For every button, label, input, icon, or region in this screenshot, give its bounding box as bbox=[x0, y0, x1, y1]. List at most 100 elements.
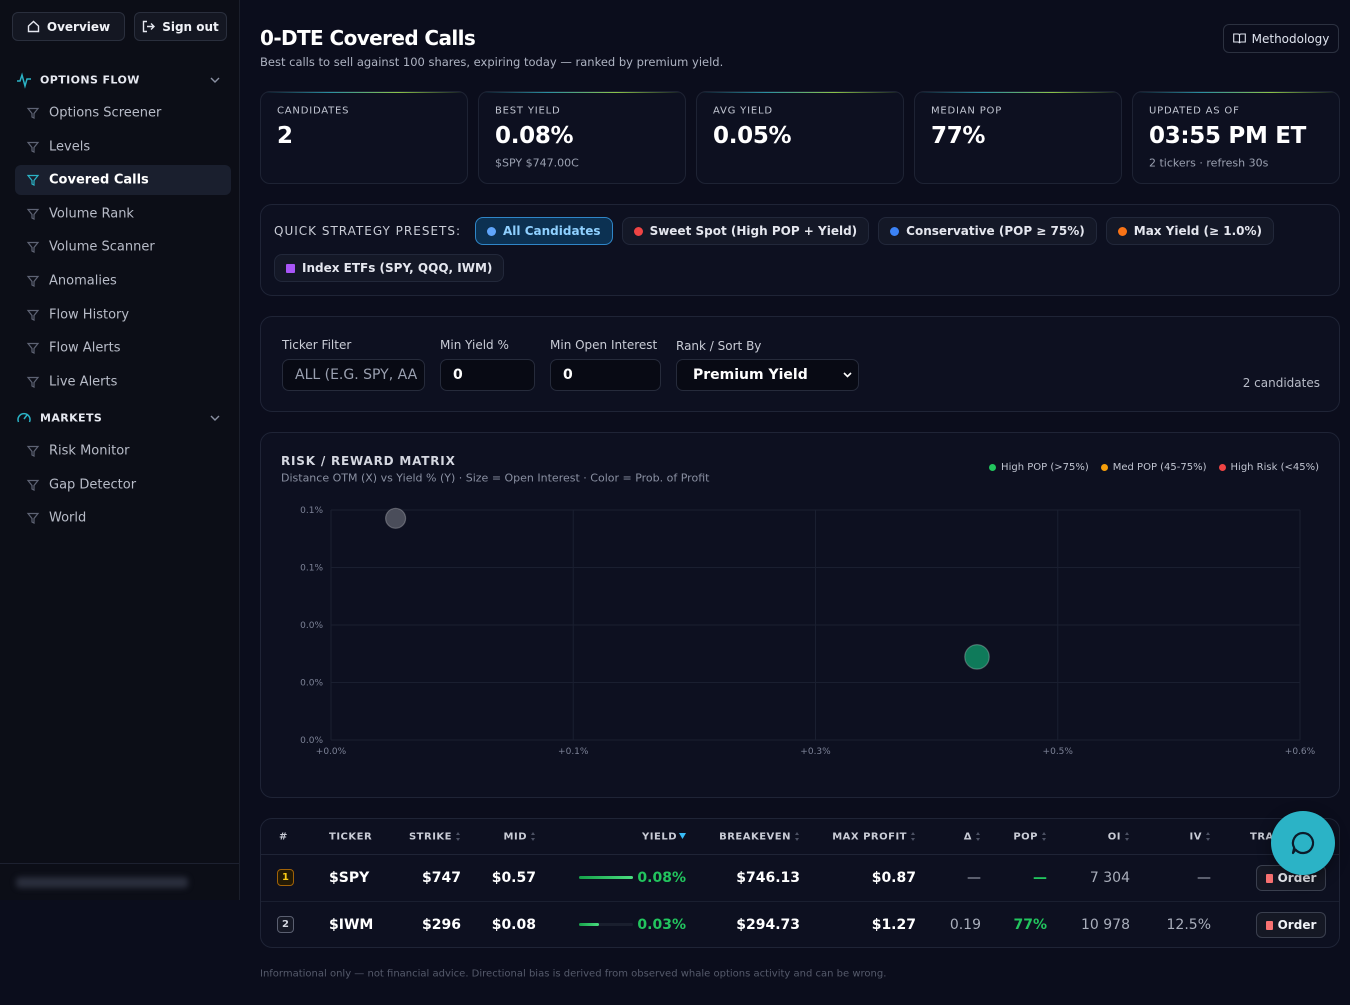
stat-label: UPDATED AS OF bbox=[1149, 105, 1240, 117]
cell-strike: $296 bbox=[422, 917, 461, 933]
cell-breakeven: $294.73 bbox=[736, 917, 800, 933]
preset-chip[interactable]: Index ETFs (SPY, QQQ, IWM) bbox=[274, 254, 505, 282]
cell-ticker: $IWM bbox=[329, 917, 374, 933]
select-input[interactable]: Premium Yield bbox=[676, 359, 859, 391]
nav-item[interactable]: Risk Monitor bbox=[49, 443, 130, 459]
chip-label: Max Yield (≥ 1.0%) bbox=[1133, 224, 1263, 238]
methodology-label: Methodology bbox=[1251, 31, 1330, 46]
column-header[interactable]: POP bbox=[1013, 831, 1038, 843]
nav-item[interactable]: Volume Scanner bbox=[49, 239, 155, 255]
nav-icon bbox=[26, 376, 40, 388]
nav-item[interactable]: Covered Calls bbox=[49, 172, 149, 188]
matrix-panel: RISK / REWARD MATRIX Distance OTM (X) vs … bbox=[260, 432, 1340, 798]
column-header[interactable]: Δ bbox=[963, 831, 972, 843]
preset-chip[interactable]: Sweet Spot (High POP + Yield) bbox=[621, 217, 870, 245]
input-value: Premium Yield bbox=[693, 367, 808, 383]
legend-item: Med POP (45-75%) bbox=[1100, 462, 1207, 473]
nav-item[interactable]: Flow Alerts bbox=[49, 340, 121, 356]
button-label: Sign out bbox=[162, 19, 219, 34]
preset-chip[interactable]: Conservative (POP ≥ 75%) bbox=[878, 217, 1097, 245]
chip-icon bbox=[1117, 226, 1127, 236]
nav-icon bbox=[26, 175, 40, 187]
stat-card: BEST YIELD 0.08% $SPY $747.00C bbox=[478, 91, 686, 184]
stat-accent bbox=[261, 92, 467, 93]
legend-dot bbox=[1218, 464, 1226, 471]
column-header[interactable]: YIELD bbox=[642, 831, 677, 843]
chip-icon bbox=[890, 226, 900, 236]
text-input[interactable]: ALL (E.G. SPY, AA bbox=[282, 359, 425, 391]
nav-item[interactable]: Flow History bbox=[49, 307, 130, 323]
page-title: 0-DTE Covered Calls bbox=[260, 26, 476, 50]
nav-active-bg bbox=[15, 165, 231, 196]
column-header[interactable]: BREAKEVEN bbox=[719, 831, 791, 843]
sidebar-divider bbox=[0, 863, 239, 864]
preset-chip[interactable]: All Candidates bbox=[475, 217, 613, 245]
presets-row: QUICK STRATEGY PRESETS: All Candidates Swe… bbox=[274, 217, 1328, 282]
nav-item[interactable]: Anomalies bbox=[49, 273, 117, 289]
stat-label: CANDIDATES bbox=[277, 105, 350, 117]
stat-value: 03:55 PM ET bbox=[1149, 123, 1307, 149]
x-tick-label: +0.3% bbox=[800, 747, 831, 757]
select-chevron bbox=[843, 372, 852, 378]
sort-icon bbox=[1125, 832, 1129, 841]
chip-icon bbox=[286, 263, 295, 273]
button-icon bbox=[143, 20, 156, 33]
text-input[interactable]: 0 bbox=[440, 359, 535, 391]
nav-item[interactable]: Gap Detector bbox=[49, 477, 137, 493]
button-label: Overview bbox=[46, 19, 111, 34]
filters-panel: Ticker Filter ALL (E.G. SPY, AA Min Yield … bbox=[260, 316, 1340, 412]
text-input[interactable]: 0 bbox=[550, 359, 661, 391]
account-blur bbox=[16, 877, 188, 888]
sidebar-button[interactable]: Overview bbox=[12, 12, 125, 41]
sidebar-button[interactable]: Sign out bbox=[134, 12, 227, 41]
yield-bar bbox=[579, 876, 633, 879]
field-label: Min Open Interest bbox=[550, 338, 658, 352]
candidate-count: 2 candidates bbox=[1242, 376, 1320, 390]
legend-label: High Risk (<45%) bbox=[1230, 462, 1319, 473]
sort-icon bbox=[795, 832, 799, 841]
cell-max-profit: $1.27 bbox=[871, 917, 916, 933]
table-header-border bbox=[261, 854, 1339, 855]
chat-button[interactable] bbox=[1271, 811, 1335, 875]
nav-item[interactable]: Volume Rank bbox=[49, 206, 134, 222]
column-header[interactable]: IV bbox=[1189, 831, 1202, 843]
chip-label: Sweet Spot (High POP + Yield) bbox=[649, 224, 858, 238]
page-subtitle: Best calls to sell against 100 shares, e… bbox=[260, 55, 724, 69]
sort-icon bbox=[911, 832, 915, 841]
column-header[interactable]: OI bbox=[1107, 831, 1121, 843]
stat-accent bbox=[915, 92, 1121, 93]
stat-accent bbox=[479, 92, 685, 93]
chevron bbox=[210, 415, 220, 421]
y-tick-label: 0.0% bbox=[300, 679, 323, 689]
nav-item[interactable]: Options Screener bbox=[49, 105, 162, 121]
methodology-button[interactable]: Methodology bbox=[1223, 24, 1339, 53]
chip-label: Index ETFs (SPY, QQQ, IWM) bbox=[302, 261, 493, 275]
nav-icon bbox=[26, 208, 40, 220]
legend: High POP (>75%) Med POP (45-75%) High Risk… bbox=[989, 462, 1319, 473]
cell-mid: $0.57 bbox=[491, 870, 536, 886]
stat-card: CANDIDATES 2 bbox=[260, 91, 468, 184]
column-header[interactable]: MID bbox=[503, 831, 527, 843]
nav-icon bbox=[26, 513, 40, 525]
nav-item[interactable]: Live Alerts bbox=[49, 374, 118, 390]
column-header[interactable]: STRIKE bbox=[408, 831, 452, 843]
column-header[interactable]: MAX PROFIT bbox=[832, 831, 907, 843]
yield-value: 0.03% bbox=[637, 917, 686, 933]
row-border bbox=[261, 901, 1339, 902]
column-header: TICKER bbox=[329, 831, 373, 843]
cell-oi: 10 978 bbox=[1081, 917, 1130, 933]
section-icon bbox=[17, 412, 31, 423]
yield-value: 0.08% bbox=[637, 870, 686, 886]
preset-chip[interactable]: Max Yield (≥ 1.0%) bbox=[1105, 217, 1275, 245]
sort-icon bbox=[456, 832, 460, 841]
order-button[interactable]: Order bbox=[1256, 912, 1326, 938]
nav-item[interactable]: World bbox=[49, 510, 87, 526]
yield-bar bbox=[579, 923, 600, 926]
stat-label: AVG YIELD bbox=[713, 105, 773, 117]
stat-value: 0.05% bbox=[713, 123, 792, 149]
x-tick-label: +0.5% bbox=[1043, 747, 1074, 757]
sidebar: Overview Sign out OPTIONS FLOW Options Scre… bbox=[0, 0, 240, 900]
nav-item[interactable]: Levels bbox=[49, 139, 91, 155]
legend-label: High POP (>75%) bbox=[1001, 462, 1089, 473]
